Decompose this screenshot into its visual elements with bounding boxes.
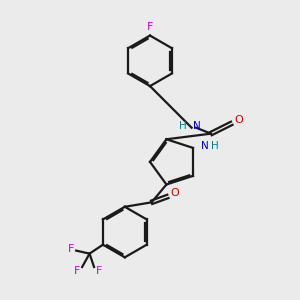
Text: N: N [193,121,201,131]
Text: O: O [234,115,243,125]
Text: O: O [170,188,179,198]
Text: F: F [96,266,103,275]
Text: N: N [201,141,209,152]
Text: F: F [68,244,74,254]
Text: F: F [147,22,153,32]
Text: H: H [211,141,219,152]
Text: F: F [74,266,80,275]
Text: H: H [178,121,186,131]
